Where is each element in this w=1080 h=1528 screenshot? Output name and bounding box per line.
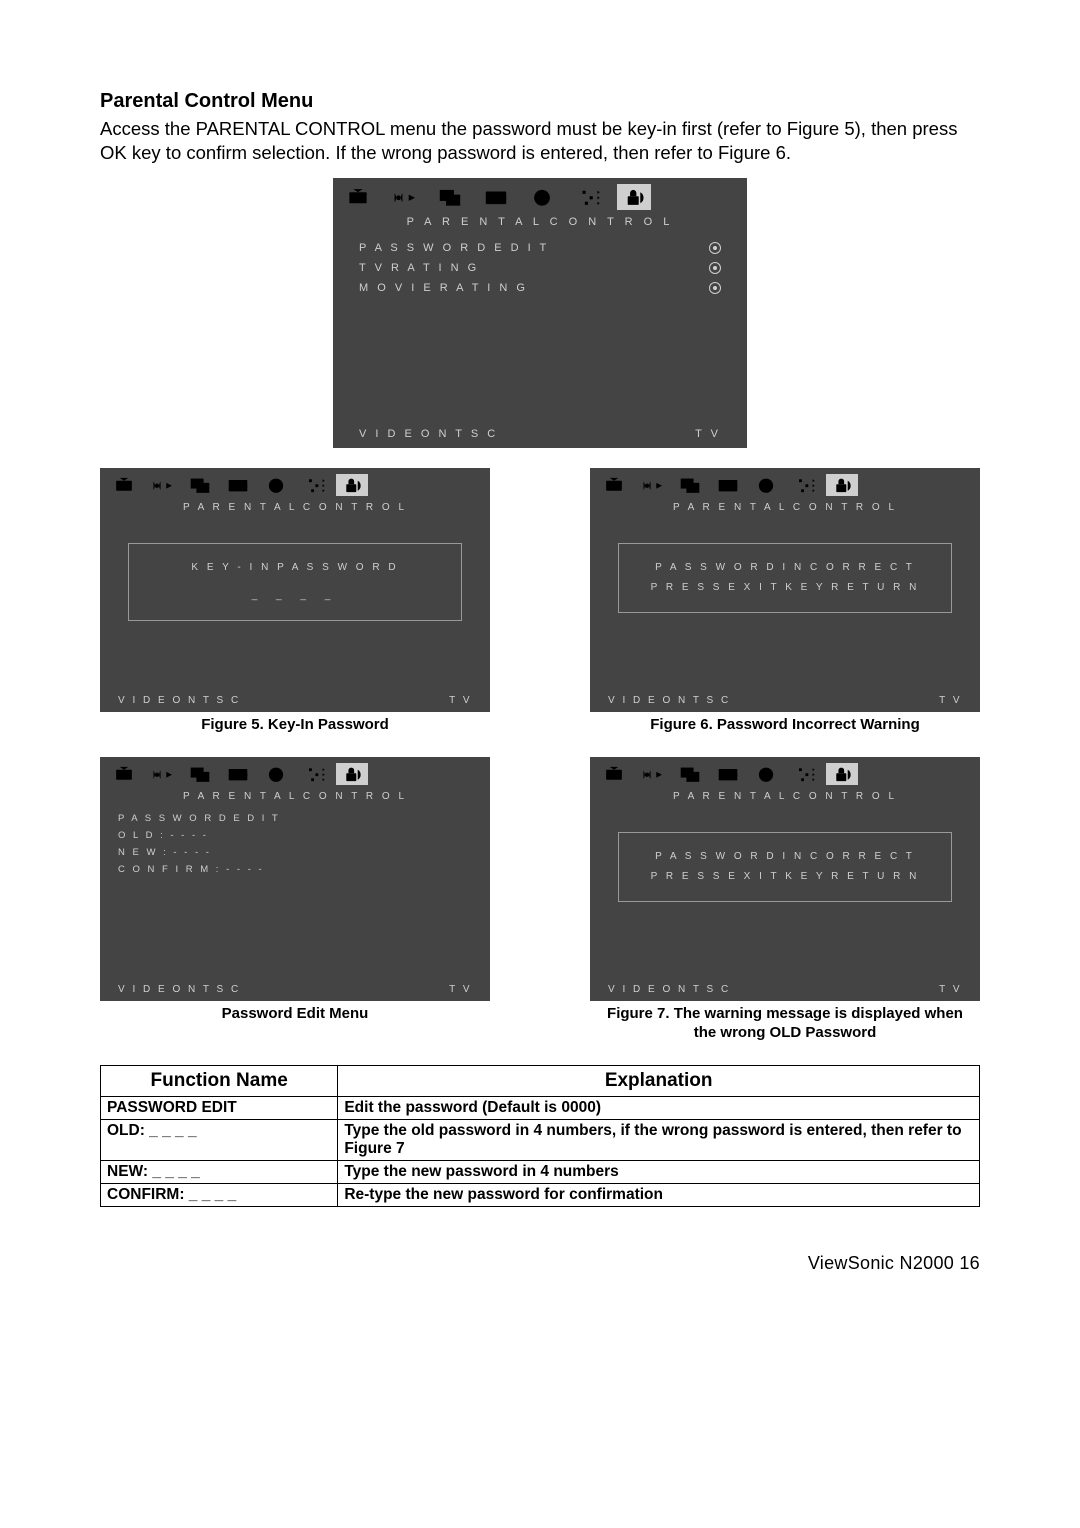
osd-icon-strip — [333, 178, 747, 210]
password-edit-caption: Password Edit Menu — [100, 1001, 490, 1040]
tv-icon — [598, 474, 630, 496]
section-heading: Parental Control Menu — [100, 90, 980, 113]
osd-footer: V I D E O N T S CT V — [333, 428, 747, 440]
sliders-icon — [298, 763, 330, 785]
lock-icon — [336, 474, 368, 496]
incorrect-box: P A S S W O R D I N C O R R E C T P R E … — [618, 543, 952, 613]
clock-icon — [260, 474, 292, 496]
figure5-caption: Figure 5. Key-In Password — [100, 712, 490, 751]
pip-icon — [674, 763, 706, 785]
pip-icon — [184, 763, 216, 785]
table-row: NEW: _ _ _ _Type the new password in 4 n… — [101, 1160, 980, 1183]
sliders-icon — [571, 184, 605, 210]
lock-icon — [336, 763, 368, 785]
pip-icon — [433, 184, 467, 210]
table-row: CONFIRM: _ _ _ _Re-type the new password… — [101, 1183, 980, 1206]
osd-icon — [222, 474, 254, 496]
keyin-box: K E Y - I N P A S S W O R D _ _ _ _ — [128, 543, 462, 621]
sliders-icon — [788, 474, 820, 496]
osd-title: P A R E N T A L C O N T R O L — [100, 496, 490, 517]
osd-title: P A R E N T A L C O N T R O L — [590, 496, 980, 517]
osd-icon — [712, 474, 744, 496]
osd-title: P A R E N T A L C O N T R O L — [100, 785, 490, 806]
arrow-icon — [709, 262, 721, 274]
intro-text: Access the PARENTAL CONTROL menu the pas… — [100, 117, 980, 164]
tuner-icon — [146, 474, 178, 496]
col-function: Function Name — [101, 1065, 338, 1096]
osd-icon — [222, 763, 254, 785]
osd-icon — [712, 763, 744, 785]
function-table: Function Name Explanation PASSWORD EDITE… — [100, 1065, 980, 1207]
tuner-icon — [387, 184, 421, 210]
table-row: OLD: _ _ _ _Type the old password in 4 n… — [101, 1119, 980, 1160]
menu-item: P A S S W O R D E D I T — [359, 238, 721, 258]
table-row: PASSWORD EDITEdit the password (Default … — [101, 1096, 980, 1119]
menu-item: T V R A T I N G — [359, 258, 721, 278]
osd-title: P A R E N T A L C O N T R O L — [590, 785, 980, 806]
tv-icon — [108, 763, 140, 785]
lock-icon — [826, 763, 858, 785]
tuner-icon — [636, 763, 668, 785]
lock-icon — [617, 184, 651, 210]
tuner-icon — [636, 474, 668, 496]
pip-icon — [674, 474, 706, 496]
osd-incorrect: P A R E N T A L C O N T R O L P A S S W … — [590, 468, 980, 712]
password-edit-fields: P A S S W O R D E D I T O L D : - - - - … — [100, 806, 490, 882]
figure6-caption: Figure 6. Password Incorrect Warning — [590, 712, 980, 751]
tv-icon — [108, 474, 140, 496]
clock-icon — [525, 184, 559, 210]
lock-icon — [826, 474, 858, 496]
clock-icon — [260, 763, 292, 785]
sliders-icon — [788, 763, 820, 785]
osd-main-menu: P A R E N T A L C O N T R O L P A S S W … — [333, 178, 747, 448]
clock-icon — [750, 474, 782, 496]
menu-item: M O V I E R A T I N G — [359, 278, 721, 298]
clock-icon — [750, 763, 782, 785]
page-footer: ViewSonic N2000 16 — [100, 1253, 980, 1274]
tv-icon — [341, 184, 375, 210]
osd-icon — [479, 184, 513, 210]
col-explanation: Explanation — [338, 1065, 980, 1096]
osd-old-incorrect: P A R E N T A L C O N T R O L P A S S W … — [590, 757, 980, 1001]
incorrect-box: P A S S W O R D I N C O R R E C T P R E … — [618, 832, 952, 902]
pip-icon — [184, 474, 216, 496]
tuner-icon — [146, 763, 178, 785]
osd-title: P A R E N T A L C O N T R O L — [333, 210, 747, 232]
figure7-caption: Figure 7. The warning message is display… — [590, 1001, 980, 1059]
arrow-icon — [709, 282, 721, 294]
arrow-icon — [709, 242, 721, 254]
tv-icon — [598, 763, 630, 785]
sliders-icon — [298, 474, 330, 496]
osd-password-edit: P A R E N T A L C O N T R O L P A S S W … — [100, 757, 490, 1001]
osd-keyin: P A R E N T A L C O N T R O L K E Y - I … — [100, 468, 490, 712]
